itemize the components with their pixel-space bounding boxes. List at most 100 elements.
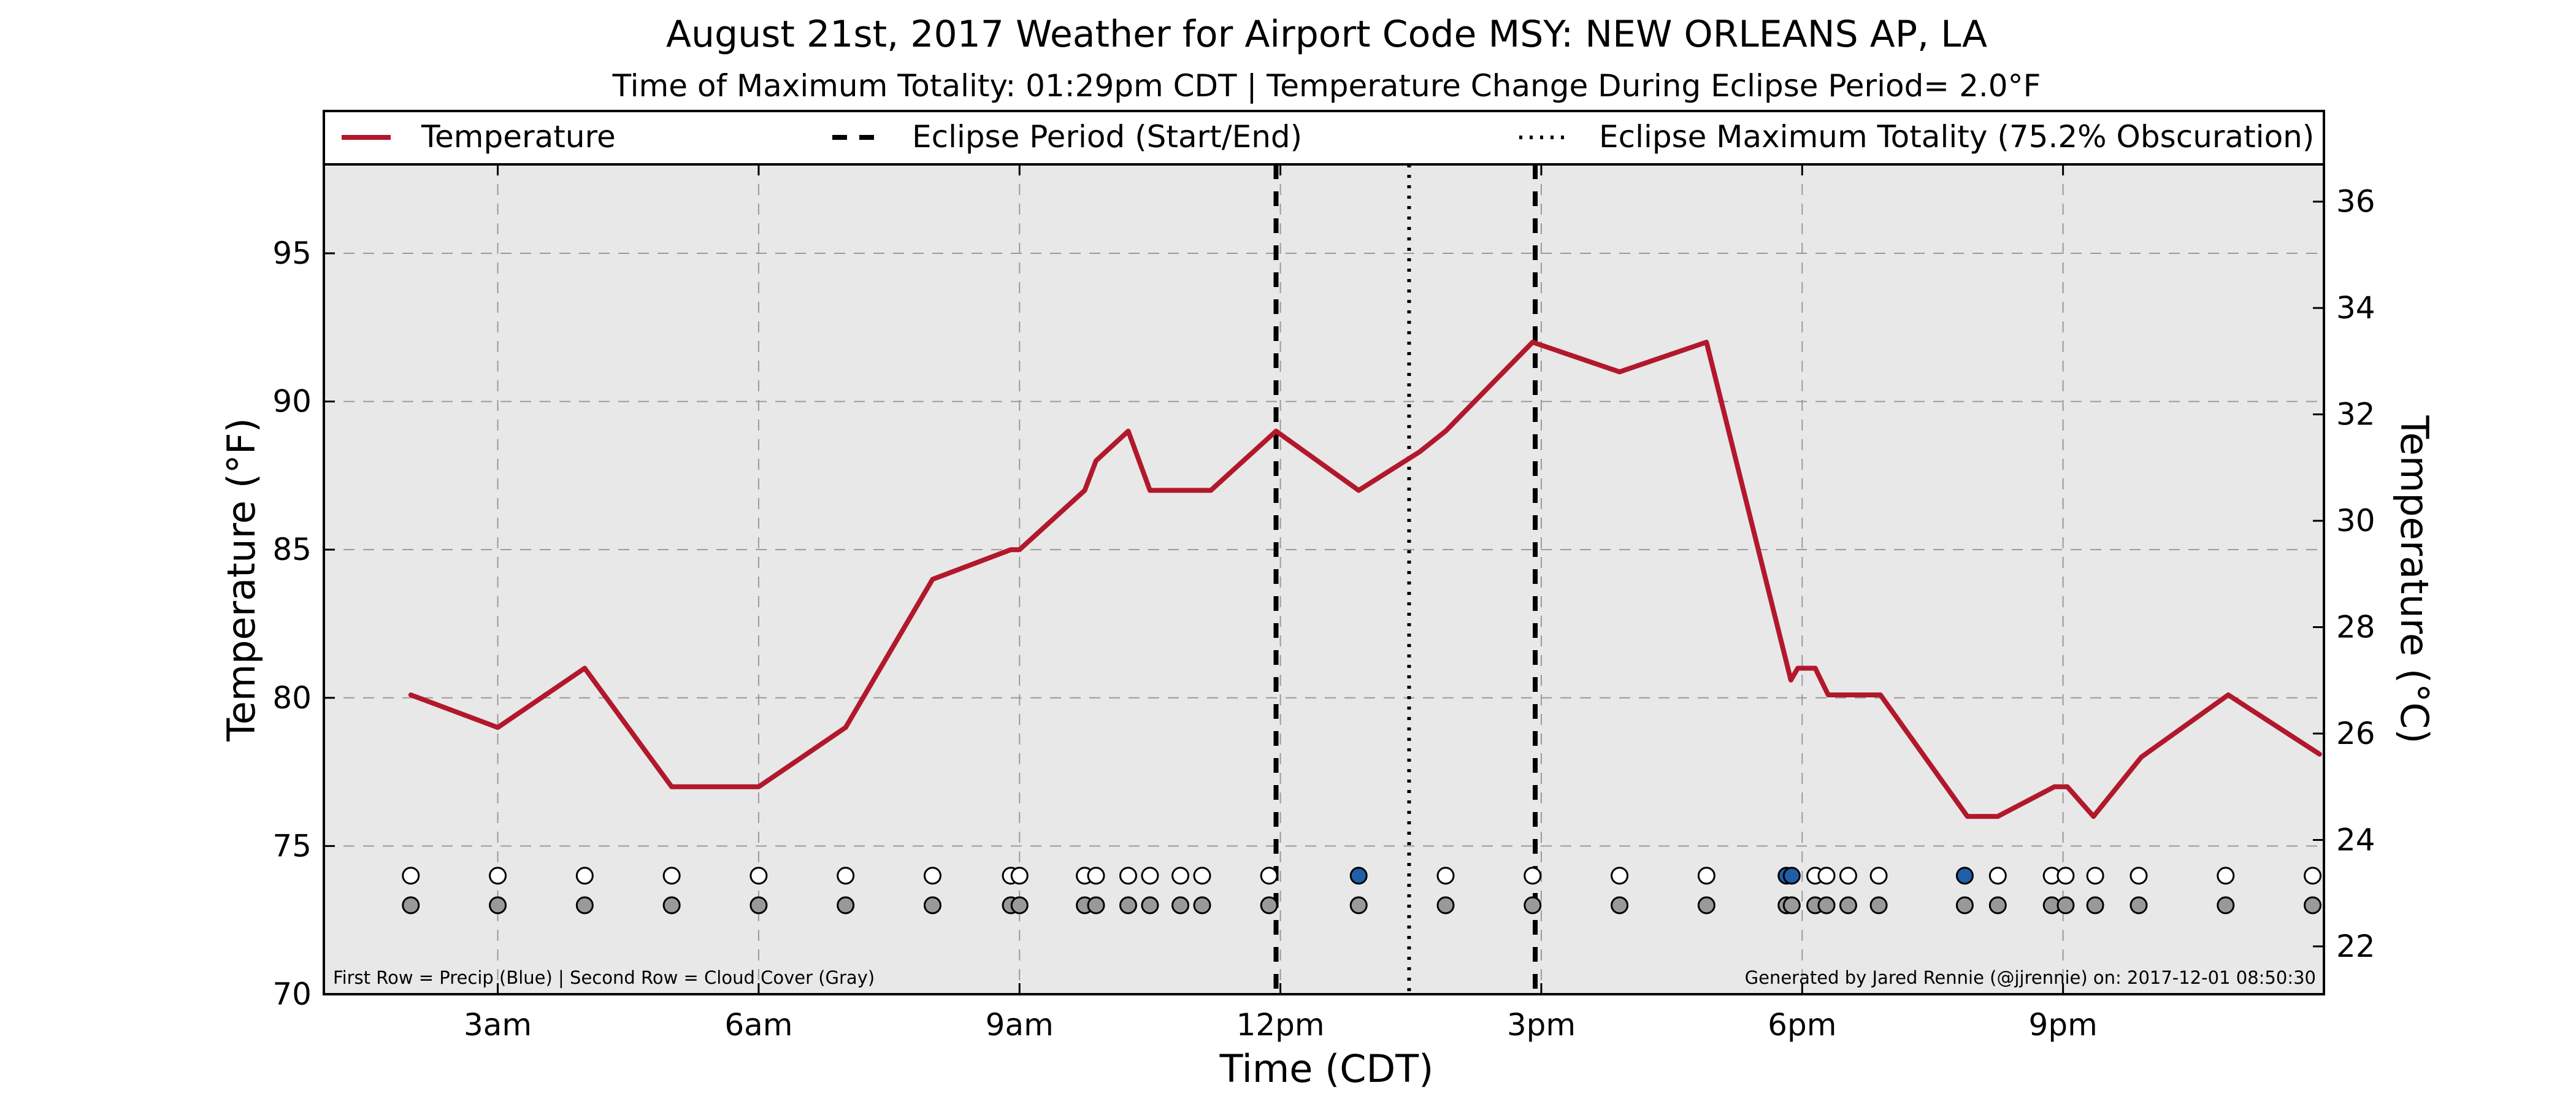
y-tick-label-right: 34 bbox=[2336, 290, 2375, 326]
y-tick-label-right: 28 bbox=[2336, 610, 2375, 645]
precip-marker bbox=[1436, 867, 1455, 885]
precip-marker bbox=[837, 867, 855, 885]
precip-marker bbox=[662, 867, 681, 885]
temperature-line bbox=[408, 339, 2322, 819]
cloud-cover-marker bbox=[837, 896, 855, 914]
y-tick-label-right: 26 bbox=[2336, 716, 2375, 751]
cloud-cover-marker bbox=[575, 896, 594, 914]
precip-marker bbox=[1260, 867, 1278, 885]
y-tick-label: 95 bbox=[272, 236, 312, 271]
note-left: First Row = Precip (Blue) | Second Row =… bbox=[333, 967, 875, 988]
precip-marker bbox=[2057, 867, 2075, 885]
cloud-cover-marker bbox=[1817, 896, 1836, 914]
legend-box bbox=[323, 110, 2325, 166]
precip-marker bbox=[1171, 867, 1190, 885]
cloud-cover-marker bbox=[2057, 896, 2075, 914]
y-tick-label: 80 bbox=[272, 680, 312, 716]
temperature-series bbox=[408, 339, 2322, 819]
precip-marker bbox=[2086, 867, 2104, 885]
cloud-cover-marker bbox=[402, 896, 420, 914]
chart-title: August 21st, 2017 Weather for Airport Co… bbox=[666, 13, 1987, 56]
precip-marker bbox=[575, 867, 594, 885]
x-tick-label: 12pm bbox=[1236, 1007, 1325, 1043]
precip-marker bbox=[1839, 867, 1857, 885]
precip-marker bbox=[1087, 867, 1105, 885]
cloud-cover-marker bbox=[1782, 896, 1801, 914]
x-tick-label: 9am bbox=[986, 1007, 1054, 1043]
cloud-cover-marker bbox=[1193, 896, 1211, 914]
cloud-cover-marker bbox=[1119, 896, 1137, 914]
precip-marker bbox=[1349, 867, 1368, 885]
x-tick-label: 6pm bbox=[1768, 1007, 1836, 1043]
grid-lines bbox=[324, 164, 2324, 995]
precip-marker bbox=[1782, 867, 1801, 885]
precip-marker bbox=[1193, 867, 1211, 885]
cloud-cover-marker bbox=[1141, 896, 1159, 914]
cloud-cover-marker bbox=[1697, 896, 1715, 914]
x-tick-label: 9pm bbox=[2029, 1007, 2098, 1043]
precip-marker bbox=[1611, 867, 1629, 885]
chart-subtitle: Time of Maximum Totality: 01:29pm CDT | … bbox=[612, 68, 2041, 104]
cloud-cover-marker bbox=[1087, 896, 1105, 914]
precip-marker bbox=[489, 867, 507, 885]
y-tick-label-right: 30 bbox=[2336, 503, 2375, 539]
x-tick-label: 6am bbox=[724, 1007, 792, 1043]
y-tick-label-right: 32 bbox=[2336, 397, 2375, 432]
precip-marker bbox=[1869, 867, 1888, 885]
axis-ticks: 3am 6am 9am 12pm 3pm 6pm 9pm 70 75 80 85 90 95 22 24 26… bbox=[272, 164, 2375, 1043]
cloud-cover-marker bbox=[1010, 896, 1029, 914]
precip-marker bbox=[1697, 867, 1715, 885]
cloud-cover-marker bbox=[1611, 896, 1629, 914]
cloud-cover-marker bbox=[489, 896, 507, 914]
precip-marker bbox=[923, 867, 941, 885]
plot-area bbox=[324, 164, 2324, 994]
y-tick-label: 70 bbox=[272, 976, 312, 1012]
cloud-cover-marker bbox=[662, 896, 681, 914]
y-tick-label: 85 bbox=[272, 532, 312, 567]
y-tick-label-right: 24 bbox=[2336, 822, 2375, 857]
cloud-cover-marker bbox=[1260, 896, 1278, 914]
cloud-cover-marker bbox=[1988, 896, 2007, 914]
x-tick-label: 3pm bbox=[1507, 1007, 1576, 1043]
observation-markers bbox=[402, 867, 2322, 914]
x-axis-label: Time (CDT) bbox=[1219, 1046, 1434, 1091]
cloud-cover-marker bbox=[2129, 896, 2148, 914]
cloud-cover-marker bbox=[2304, 896, 2322, 914]
y-axis-label-right: Temperature (°C) bbox=[2392, 415, 2437, 743]
cloud-cover-marker bbox=[2217, 896, 2235, 914]
cloud-cover-marker bbox=[1171, 896, 1190, 914]
precip-marker bbox=[2217, 867, 2235, 885]
legend-eclipse-max-label: Eclipse Maximum Totality (75.2% Obscurat… bbox=[1599, 119, 2314, 155]
precip-marker bbox=[1141, 867, 1159, 885]
legend-eclipse-period-label: Eclipse Period (Start/End) bbox=[912, 119, 1302, 155]
precip-marker bbox=[749, 867, 768, 885]
y-tick-label: 75 bbox=[272, 828, 312, 864]
eclipse-lines bbox=[1273, 164, 1538, 994]
cloud-cover-marker bbox=[1436, 896, 1455, 914]
legend-temperature-label: Temperature bbox=[421, 119, 616, 155]
y-tick-label-right: 22 bbox=[2336, 929, 2375, 964]
precip-marker bbox=[1524, 867, 1542, 885]
precip-marker bbox=[1988, 867, 2007, 885]
cloud-cover-marker bbox=[2086, 896, 2104, 914]
precip-marker bbox=[402, 867, 420, 885]
cloud-cover-marker bbox=[1839, 896, 1857, 914]
cloud-cover-marker bbox=[1869, 896, 1888, 914]
precip-marker bbox=[1119, 867, 1137, 885]
note-right: Generated by Jared Rennie (@jjrennie) on… bbox=[1745, 967, 2316, 988]
cloud-cover-marker bbox=[1524, 896, 1542, 914]
precip-marker bbox=[1817, 867, 1836, 885]
cloud-cover-marker bbox=[1955, 896, 1974, 914]
y-tick-label: 90 bbox=[272, 384, 312, 420]
cloud-cover-marker bbox=[749, 896, 768, 914]
cloud-cover-marker bbox=[1349, 896, 1368, 914]
y-axis-label-left: Temperature (°F) bbox=[219, 418, 264, 742]
y-tick-label-right: 36 bbox=[2336, 184, 2375, 220]
precip-marker bbox=[1955, 867, 1974, 885]
cloud-cover-marker bbox=[923, 896, 941, 914]
x-tick-label: 3am bbox=[464, 1007, 532, 1043]
precip-marker bbox=[1010, 867, 1029, 885]
precip-marker bbox=[2304, 867, 2322, 885]
precip-marker bbox=[2129, 867, 2148, 885]
